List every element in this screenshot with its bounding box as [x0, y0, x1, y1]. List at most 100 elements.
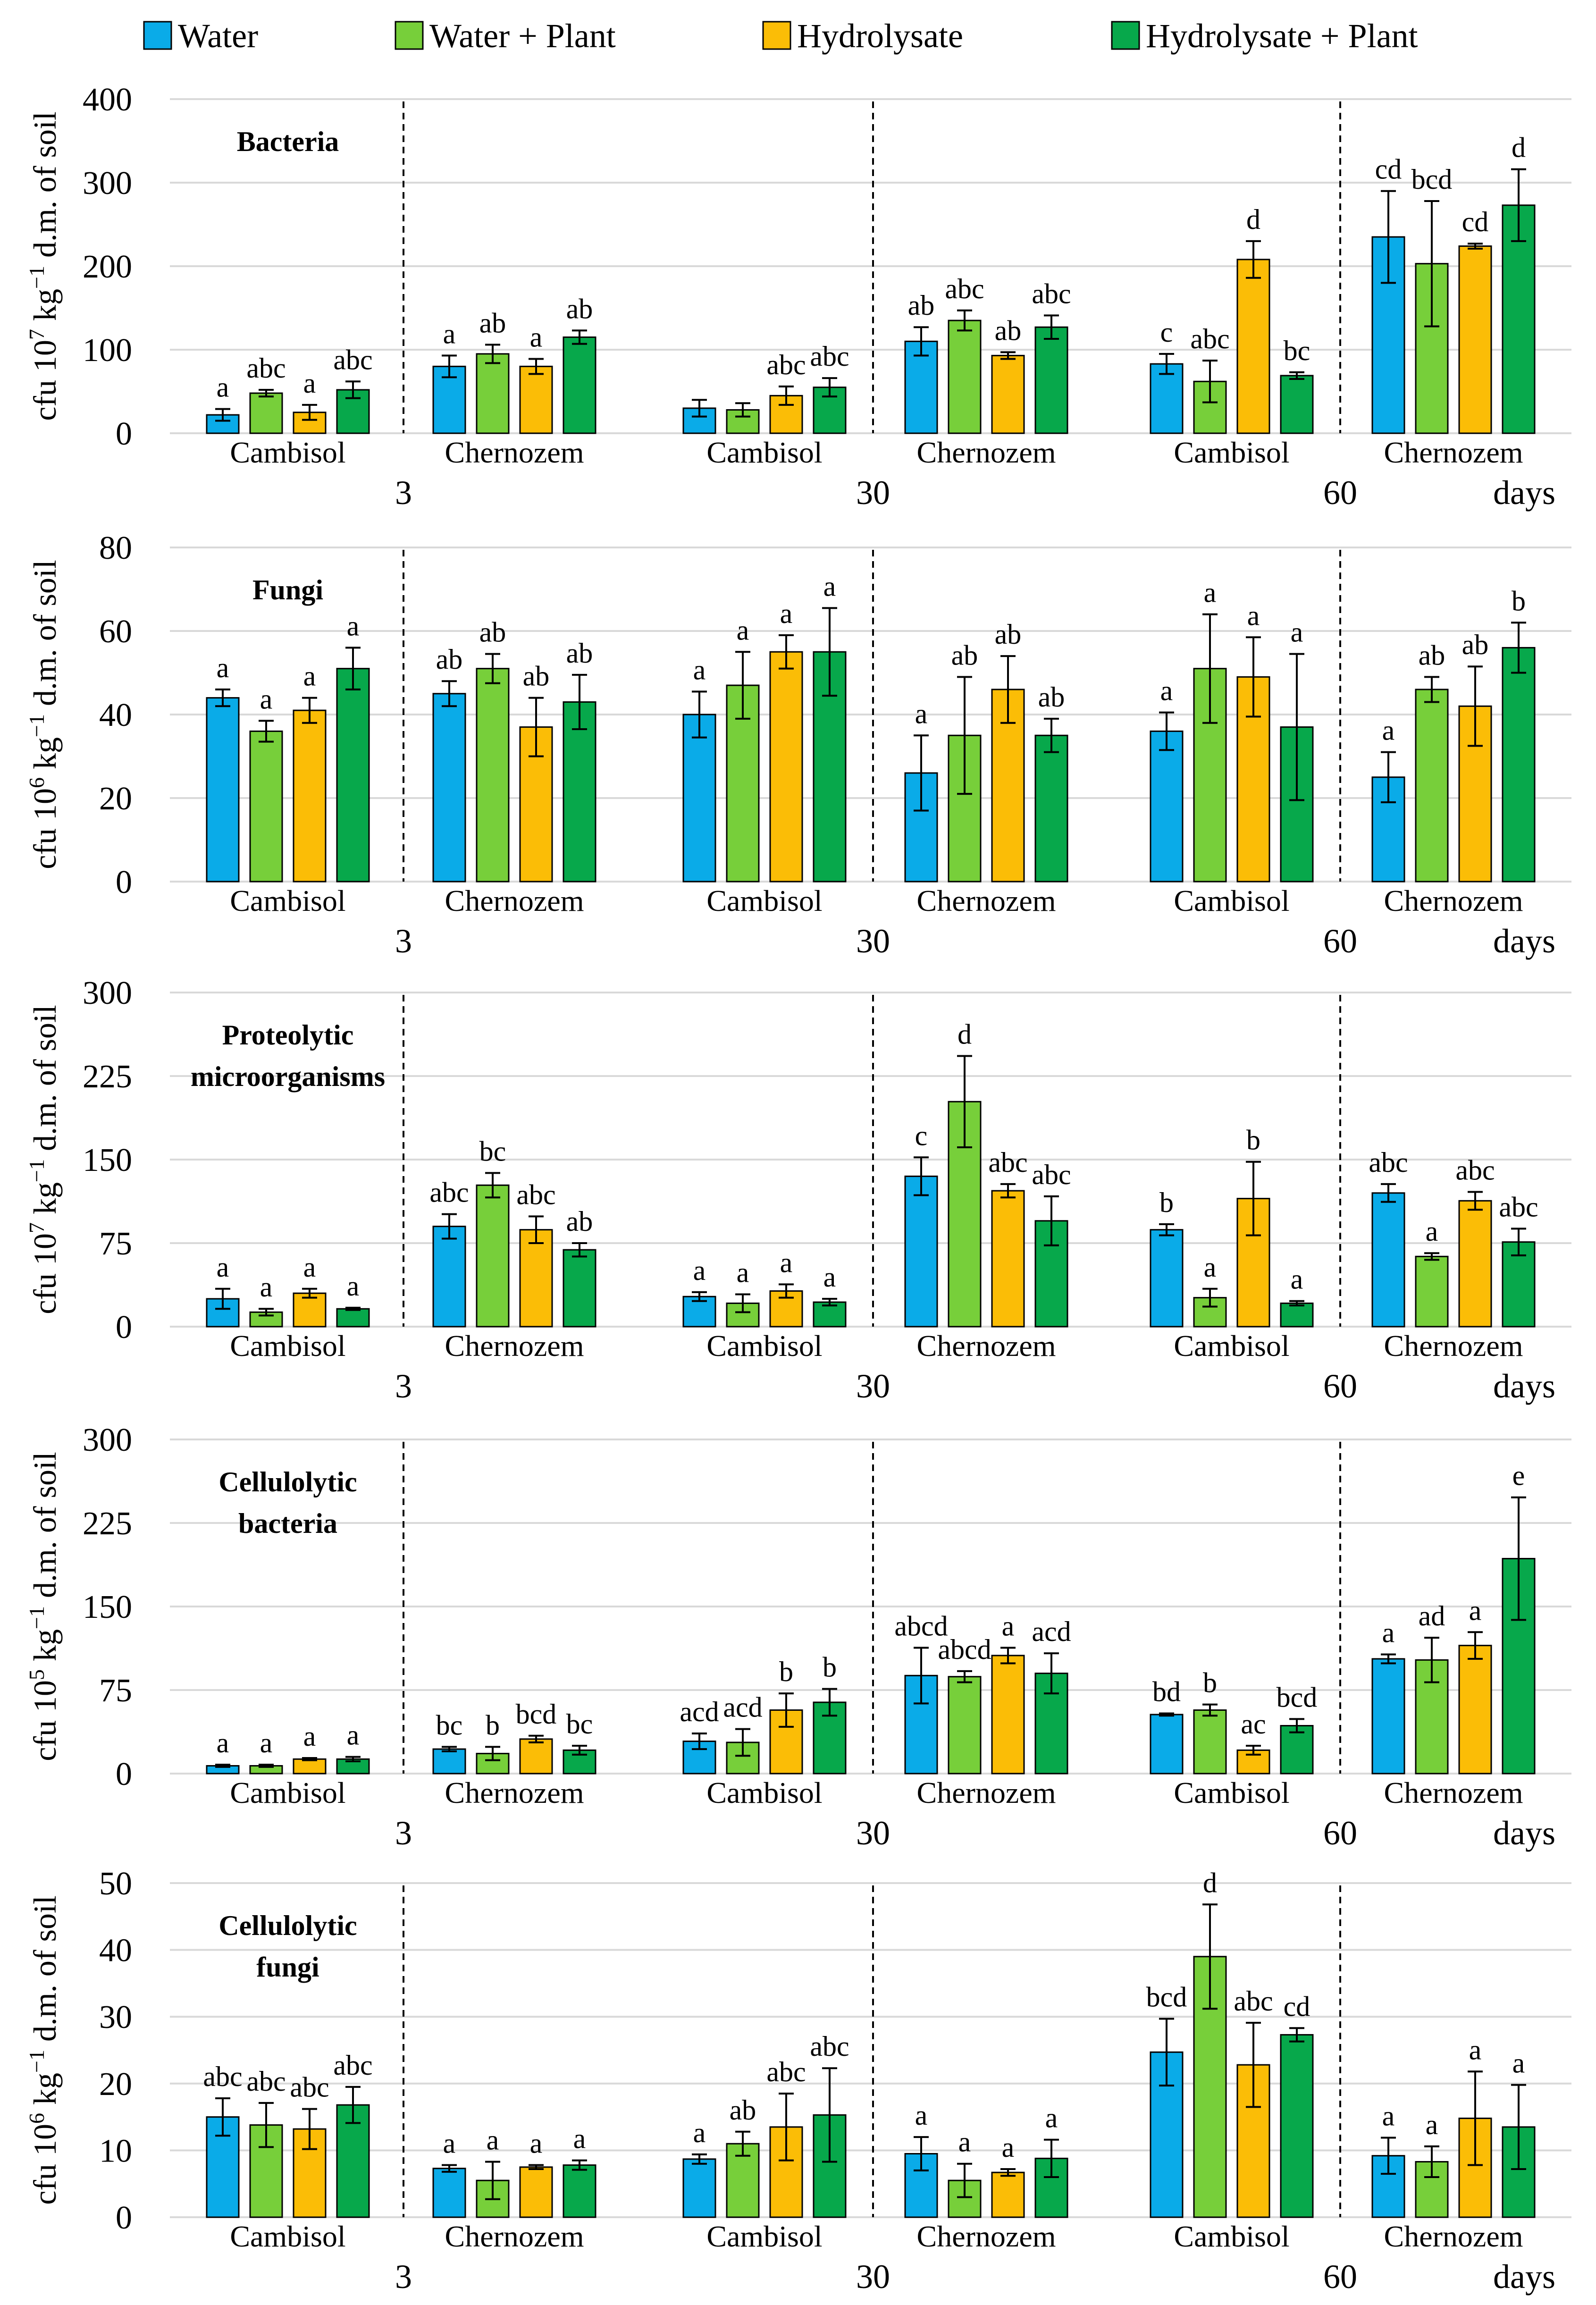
significance-letter: ab — [566, 1206, 593, 1237]
significance-letter: d — [1203, 1867, 1217, 1898]
bar — [682, 2158, 716, 2218]
significance-letter: a — [530, 2128, 543, 2159]
day-label: 60 — [1323, 922, 1357, 960]
significance-letter: ab — [730, 2095, 756, 2126]
legend-item: Water + Plant — [395, 17, 616, 55]
significance-letter: acd — [680, 1696, 719, 1727]
bar — [1280, 2034, 1314, 2218]
y-axis-label-part: cfu 10 — [27, 1233, 63, 1314]
y-tick-label: 30 — [99, 1999, 132, 2036]
significance-letter: a — [217, 652, 229, 683]
significance-letter: a — [737, 1257, 749, 1288]
y-tick-label: 0 — [116, 1756, 132, 1792]
significance-letter: a — [693, 1255, 706, 1286]
significance-letter: a — [1382, 1617, 1395, 1648]
y-tick-label: 20 — [99, 2066, 132, 2103]
bar — [904, 340, 938, 434]
significance-letter: abc — [810, 2031, 849, 2062]
bar — [519, 365, 553, 434]
legend-item: Hydrolysate — [762, 17, 963, 55]
bar — [563, 701, 596, 883]
bar — [1280, 1725, 1314, 1775]
significance-letter: a — [1291, 617, 1303, 648]
significance-letter: d — [1512, 132, 1526, 163]
bar — [476, 668, 510, 883]
days-unit-label: days — [1493, 2258, 1555, 2296]
panel-title: fungi — [256, 1952, 319, 1983]
panel-title: bacteria — [238, 1508, 337, 1539]
category-label: Cambisol — [706, 1329, 822, 1363]
y-axis-label: cfu 106 kg−1 d.m. of soil — [25, 1895, 63, 2205]
day-label: 30 — [856, 2258, 890, 2296]
category-label: Cambisol — [706, 2220, 822, 2253]
category-label: Cambisol — [230, 436, 345, 469]
category-label: Chernozem — [1384, 2220, 1523, 2253]
y-axis-label-part: kg — [27, 2073, 63, 2113]
category-label: Cambisol — [706, 1776, 822, 1809]
significance-letter: ad — [1419, 1600, 1445, 1632]
significance-letter: abc — [333, 2050, 372, 2081]
category-label: Chernozem — [917, 1776, 1056, 1809]
significance-letter: abc — [988, 1147, 1027, 1178]
y-tick-label: 75 — [99, 1226, 132, 1262]
legend-label: Water — [178, 17, 258, 55]
bar — [563, 2164, 596, 2218]
days-unit-label: days — [1493, 1814, 1555, 1852]
significance-letter: a — [693, 2117, 706, 2148]
y-axis-label-part: 7 — [25, 329, 49, 340]
significance-letter: a — [823, 1262, 836, 1293]
bar — [1150, 730, 1184, 883]
significance-letter: cd — [1284, 1991, 1310, 2022]
category-label: Cambisol — [1174, 2220, 1289, 2253]
significance-letter: abc — [516, 1179, 555, 1210]
bar — [1193, 1709, 1227, 1775]
y-tick-label: 10 — [99, 2133, 132, 2169]
bar — [1415, 689, 1449, 883]
bar — [1502, 647, 1536, 883]
category-label: Cambisol — [230, 2220, 345, 2253]
significance-letter: a — [823, 571, 836, 602]
significance-letter: bc — [1284, 335, 1310, 366]
significance-letter: a — [1045, 2103, 1058, 2134]
significance-letter: abc — [429, 1177, 469, 1208]
y-tick-label: 40 — [99, 697, 132, 733]
bar — [991, 2171, 1025, 2218]
significance-letter: cd — [1375, 154, 1402, 185]
significance-letter: a — [1426, 2109, 1438, 2140]
significance-letter: acd — [1032, 1616, 1071, 1647]
y-tick-label: 200 — [83, 249, 132, 285]
significance-letter: ab — [523, 661, 550, 692]
y-tick-label: 0 — [116, 416, 132, 452]
y-axis-label-part: 7 — [25, 1222, 49, 1233]
significance-letter: bcd — [1146, 1981, 1187, 2012]
significance-letter: a — [260, 683, 273, 715]
bar — [1371, 1192, 1405, 1328]
significance-letter: d — [1246, 204, 1260, 235]
significance-letter: a — [1160, 675, 1173, 707]
significance-letter: a — [1247, 600, 1260, 631]
significance-letter: b — [823, 1652, 837, 1683]
y-axis-label-part: −1 — [25, 2050, 49, 2073]
day-label: 3 — [395, 1367, 412, 1405]
bar — [1371, 1658, 1405, 1775]
y-axis-label-part: −1 — [25, 266, 49, 289]
significance-letter: b — [1203, 1667, 1217, 1699]
y-axis-label-part: −1 — [25, 1159, 49, 1182]
significance-letter: c — [1160, 317, 1173, 348]
category-label: Chernozem — [445, 2220, 584, 2253]
y-axis-label-part: kg — [27, 737, 63, 777]
bar — [1150, 2051, 1184, 2218]
y-tick-label: 60 — [99, 614, 132, 650]
significance-letter: abc — [333, 344, 372, 375]
y-axis-label-part: cfu 10 — [27, 1680, 63, 1761]
significance-letter: b — [1512, 585, 1526, 616]
significance-letter: a — [217, 372, 229, 403]
day-label: 30 — [856, 1367, 890, 1405]
y-axis-label-part: d.m. of soil — [27, 1005, 63, 1159]
bar — [336, 1308, 370, 1328]
significance-letter: ab — [995, 315, 1022, 346]
chart-panel: 0 75 150 225 300 cfu 105 kg−1 d.m. of soil Cel… — [25, 1422, 1571, 1852]
category-label: Chernozem — [1384, 1776, 1523, 1809]
legend-item: Water — [143, 17, 258, 55]
